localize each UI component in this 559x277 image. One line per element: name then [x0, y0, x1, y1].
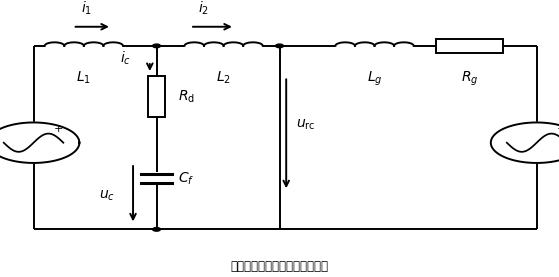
Circle shape: [153, 228, 160, 231]
Text: $C_f$: $C_f$: [178, 170, 194, 187]
Polygon shape: [0, 122, 79, 163]
Text: +: +: [54, 124, 63, 134]
Polygon shape: [491, 122, 559, 163]
Text: $i_c$: $i_c$: [120, 50, 131, 67]
Circle shape: [153, 44, 160, 48]
Bar: [436, 39, 503, 53]
Text: 有源电力滤波器的等效电路模型: 有源电力滤波器的等效电路模型: [230, 260, 329, 273]
Bar: [148, 76, 165, 117]
Text: $R_g$: $R_g$: [461, 70, 479, 88]
Text: $u_{\rm rc}$: $u_{\rm rc}$: [296, 118, 316, 132]
Text: $i_1$: $i_1$: [81, 0, 92, 17]
Text: $i_2$: $i_2$: [198, 0, 210, 17]
Text: $u_c$: $u_c$: [98, 189, 115, 203]
Circle shape: [276, 44, 283, 48]
Text: +: +: [557, 124, 559, 134]
Text: $L_2$: $L_2$: [216, 70, 231, 86]
Text: $L_g$: $L_g$: [367, 70, 382, 88]
Text: $R_{\rm d}$: $R_{\rm d}$: [178, 89, 195, 105]
Text: $L_1$: $L_1$: [77, 70, 91, 86]
